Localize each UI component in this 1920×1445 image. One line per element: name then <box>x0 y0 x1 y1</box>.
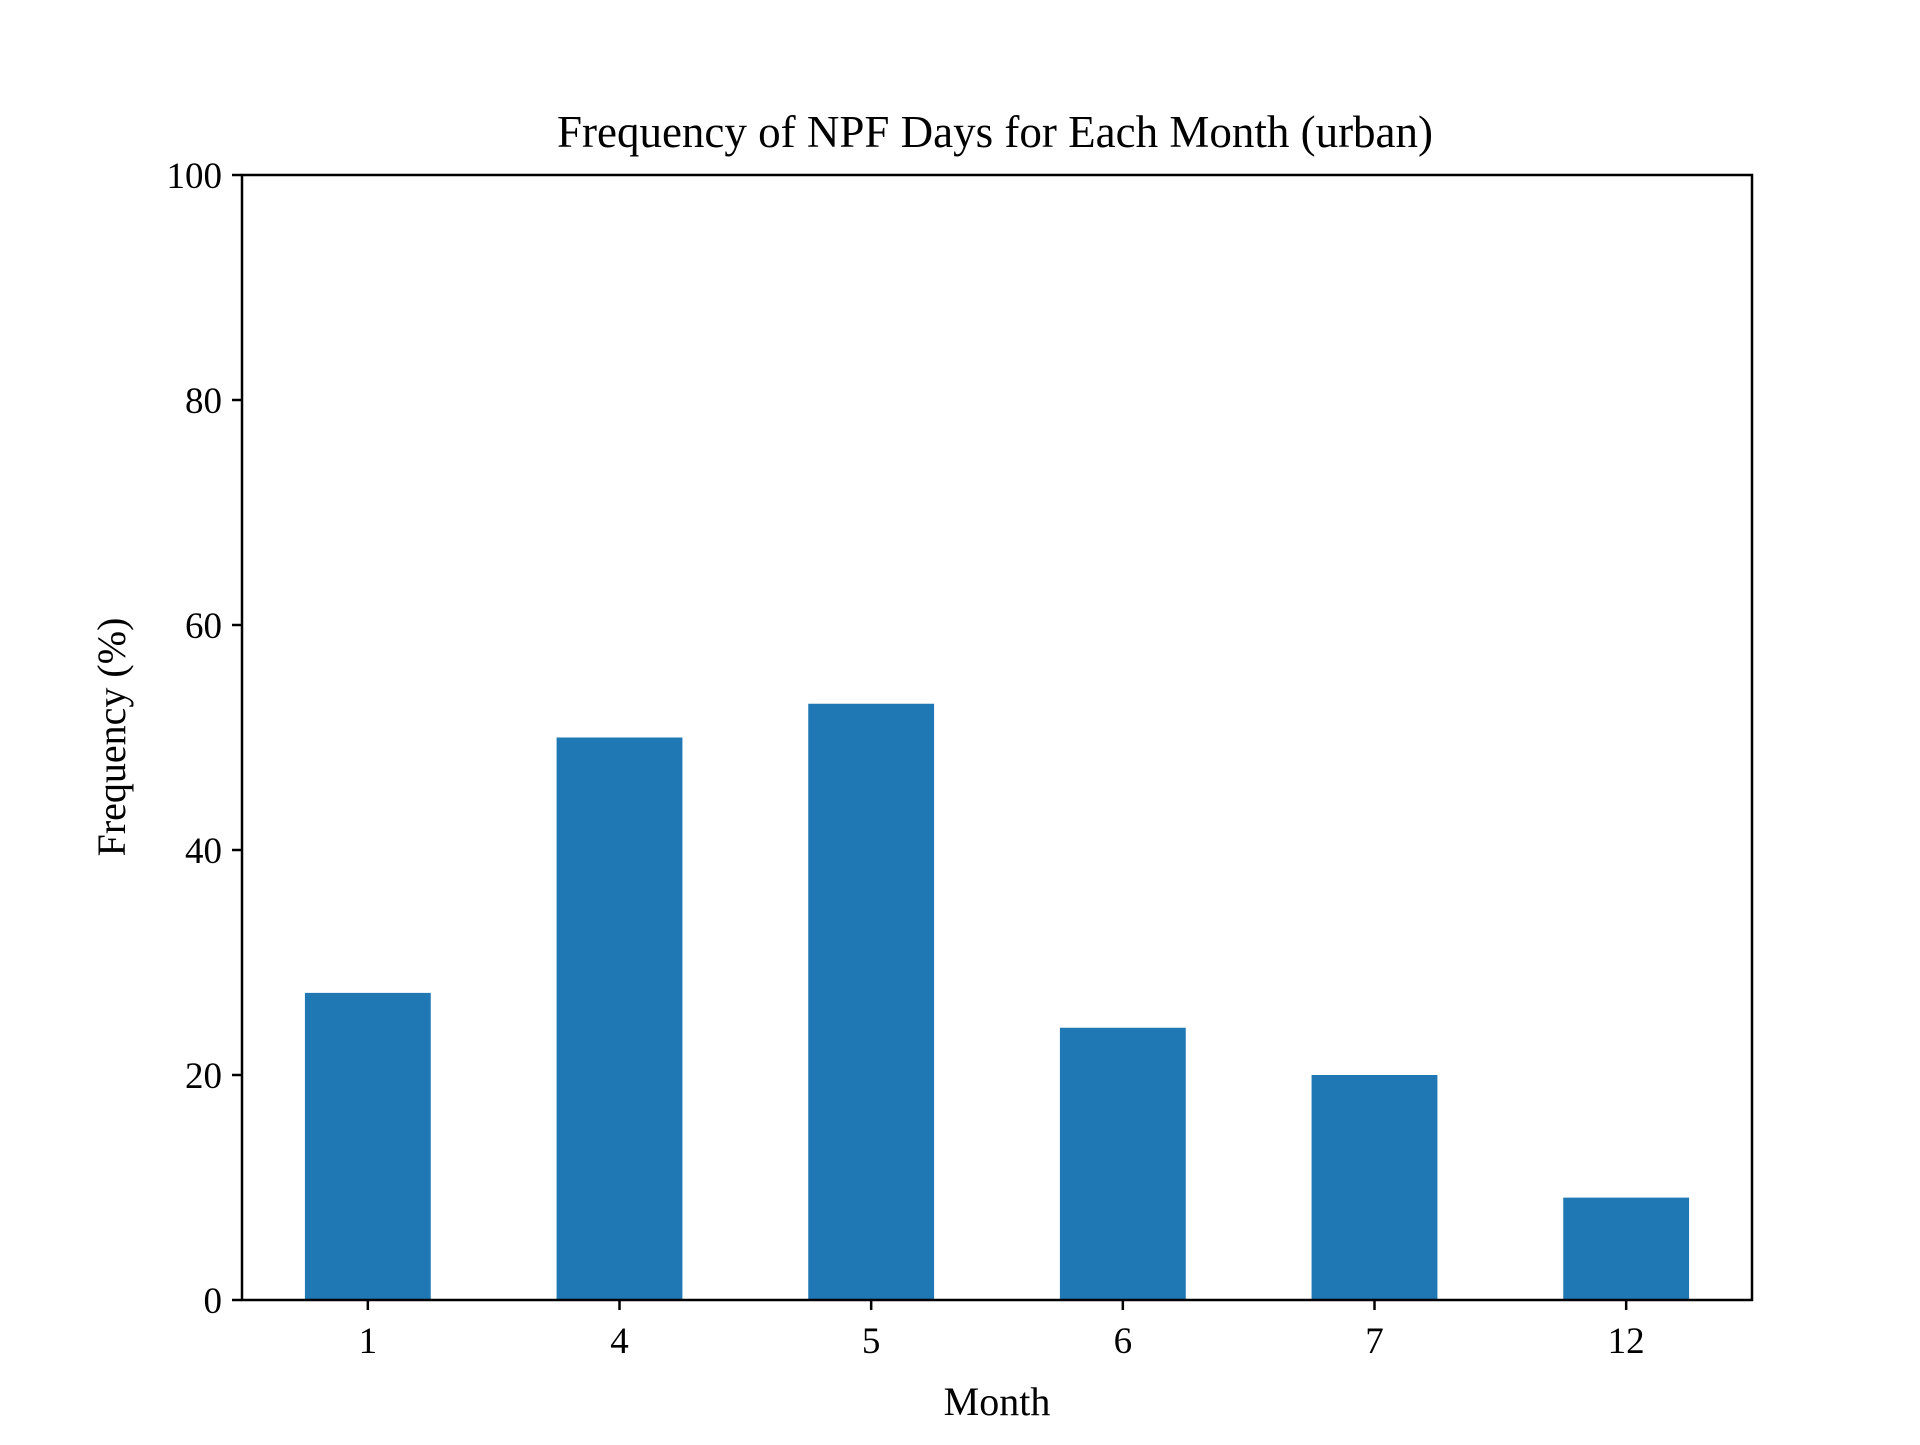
y-tick-label: 80 <box>185 381 222 422</box>
x-tick-label: 7 <box>1365 1321 1384 1362</box>
bar-month-6 <box>1059 1027 1186 1300</box>
y-tick-label: 60 <box>185 606 222 647</box>
x-tick-label: 4 <box>610 1321 629 1362</box>
y-tick-label: 40 <box>185 831 222 872</box>
y-tick-label: 0 <box>204 1281 223 1322</box>
bar-month-4 <box>556 737 683 1300</box>
bar-month-12 <box>1563 1197 1690 1301</box>
bar-month-5 <box>808 703 935 1300</box>
x-tick-label: 1 <box>359 1321 378 1362</box>
y-axis-ticks: 0 20 40 60 80 100 <box>167 156 242 1322</box>
y-tick-label: 20 <box>185 1056 222 1097</box>
x-tick-label: 12 <box>1608 1321 1645 1362</box>
bars-layer <box>304 703 1690 1301</box>
bar-month-7 <box>1311 1075 1438 1300</box>
x-axis-ticks: 1 4 5 6 7 12 <box>359 1300 1645 1362</box>
x-tick-label: 5 <box>862 1321 881 1362</box>
bar-month-1 <box>304 992 431 1301</box>
y-tick-label: 100 <box>167 156 223 197</box>
chart-title: Frequency of NPF Days for Each Month (ur… <box>557 107 1433 157</box>
x-axis-label: Month <box>944 1379 1051 1424</box>
y-axis-label: Frequency (%) <box>89 618 134 857</box>
plot-frame <box>240 173 1754 1302</box>
x-tick-label: 6 <box>1114 1321 1133 1362</box>
